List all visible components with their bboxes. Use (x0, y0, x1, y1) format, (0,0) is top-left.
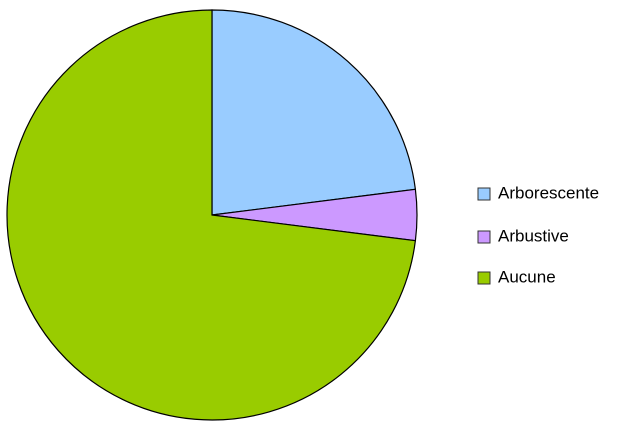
legend-swatch (477, 187, 491, 201)
legend-swatch (477, 271, 491, 285)
legend-label: Arbustive (498, 226, 569, 245)
legend-label: Arborescente (498, 183, 599, 202)
pie-slice (211, 9, 417, 216)
legend-swatch (477, 230, 491, 244)
legend-label: Aucune (498, 267, 556, 286)
pie-slice (6, 9, 417, 421)
